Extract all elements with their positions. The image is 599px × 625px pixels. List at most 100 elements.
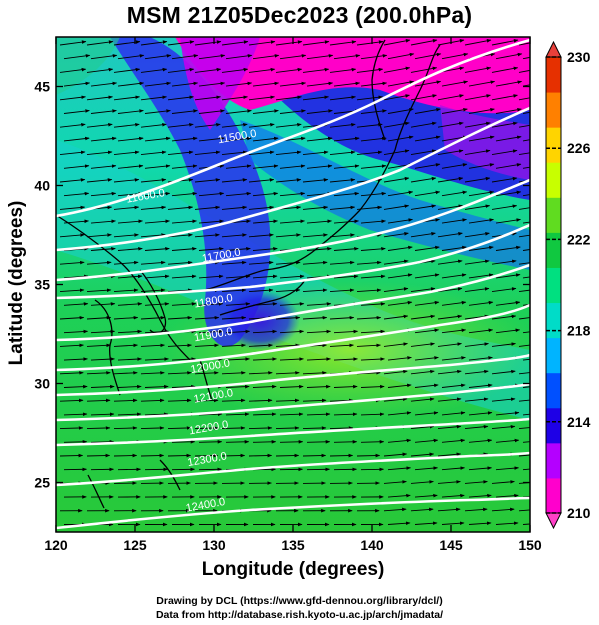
- wind-arrow: [437, 287, 463, 293]
- wind-arrow: [252, 357, 277, 361]
- wind-arrow: [140, 453, 165, 458]
- wind-arrow: [90, 302, 116, 306]
- y-tick-label: 45: [34, 79, 50, 95]
- wind-arrow: [329, 40, 357, 46]
- wind-arrow: [144, 329, 170, 334]
- wind-arrow: [86, 150, 113, 156]
- colorbar-segment: [546, 267, 561, 304]
- wind-arrow: [356, 123, 383, 128]
- wind-arrow: [144, 81, 172, 87]
- wind-arrow: [383, 314, 409, 320]
- wind-arrow: [522, 413, 530, 416]
- wind-arrow: [329, 288, 355, 293]
- wind-arrow: [383, 342, 408, 347]
- wind-arrow: [360, 439, 385, 444]
- wind-arrow: [63, 109, 90, 114]
- wind-arrow: [275, 343, 300, 348]
- wind-arrow: [437, 452, 462, 457]
- wind-arrow: [279, 274, 305, 279]
- wind-arrow: [410, 287, 436, 293]
- wind-arrow: [225, 384, 250, 389]
- wind-arrow: [59, 40, 87, 46]
- wind-arrow: [468, 438, 493, 443]
- wind-arrow: [468, 80, 496, 87]
- wind-arrow: [491, 39, 519, 46]
- wind-arrow: [194, 343, 219, 348]
- wind-arrow: [468, 356, 493, 361]
- wind-arrow: [113, 150, 140, 156]
- wind-arrow: [221, 40, 249, 46]
- wind-arrow: [63, 329, 89, 334]
- wind-arrow: [144, 136, 171, 142]
- wind-arrow: [167, 40, 195, 46]
- wind-arrow: [410, 149, 437, 156]
- wind-arrow: [414, 411, 439, 416]
- wind-arrow: [410, 424, 435, 430]
- wind-arrow: [171, 357, 196, 361]
- wind-arrow: [441, 80, 469, 87]
- wind-arrow: [302, 178, 329, 183]
- wind-arrow: [410, 314, 436, 320]
- wind-arrow: [113, 123, 140, 128]
- wind-arrow: [437, 507, 461, 512]
- wind-arrow: [329, 260, 355, 265]
- wind-arrow: [356, 205, 383, 210]
- wind-arrow: [383, 507, 407, 512]
- wind-arrow: [59, 426, 84, 430]
- wind-arrow: [437, 314, 463, 320]
- wind-arrow: [252, 136, 279, 142]
- wind-arrow: [441, 245, 467, 251]
- wind-arrow: [194, 426, 219, 430]
- wind-arrow: [383, 94, 410, 101]
- colorbar-tick-label: 210: [567, 505, 591, 521]
- wind-arrow: [464, 66, 492, 73]
- wind-arrow: [464, 369, 489, 375]
- wind-arrow: [468, 466, 492, 471]
- wind-arrow: [437, 149, 464, 156]
- wind-arrow: [414, 190, 441, 197]
- x-tick-label: 140: [360, 537, 384, 553]
- wind-arrow: [171, 439, 196, 444]
- wind-arrow: [414, 52, 442, 60]
- wind-arrow: [194, 40, 222, 46]
- wind-arrow: [468, 107, 495, 114]
- wind-arrow: [387, 80, 415, 87]
- wind-arrow: [90, 219, 116, 224]
- colorbar-segment: [546, 302, 561, 339]
- wind-arrow: [306, 302, 332, 306]
- wind-arrow: [329, 205, 356, 210]
- wind-arrow: [356, 453, 381, 458]
- wind-arrow: [356, 288, 382, 293]
- wind-arrow: [167, 315, 193, 320]
- wind-arrow: [86, 426, 111, 430]
- wind-arrow: [144, 109, 171, 114]
- wind-arrow: [86, 398, 111, 403]
- x-tick-label: 125: [123, 537, 147, 553]
- wind-arrow: [194, 123, 221, 128]
- wind-arrow: [225, 164, 252, 169]
- wind-arrow: [360, 136, 387, 142]
- wind-arrow: [221, 398, 246, 403]
- wind-arrow: [387, 383, 412, 388]
- wind-arrow: [225, 439, 250, 444]
- wind-arrow: [333, 191, 360, 197]
- wind-arrow: [167, 123, 194, 128]
- wind-arrow: [167, 233, 193, 238]
- wind-arrow: [117, 329, 143, 334]
- colorbar-segment: [546, 337, 561, 374]
- wind-arrow: [302, 398, 327, 403]
- wind-arrow: [356, 315, 382, 320]
- wind-arrow: [495, 438, 520, 443]
- wind-arrow: [360, 384, 385, 389]
- wind-arrow: [144, 274, 170, 279]
- wind-arrow: [117, 302, 143, 306]
- wind-arrow: [86, 260, 112, 265]
- wind-arrow: [410, 94, 437, 101]
- wind-arrow: [333, 136, 360, 142]
- colorbar-min-triangle: [545, 512, 562, 530]
- wind-arrow: [167, 260, 193, 265]
- wind-arrow: [441, 135, 468, 142]
- wind-arrow: [333, 274, 359, 279]
- wind-arrow: [414, 163, 441, 169]
